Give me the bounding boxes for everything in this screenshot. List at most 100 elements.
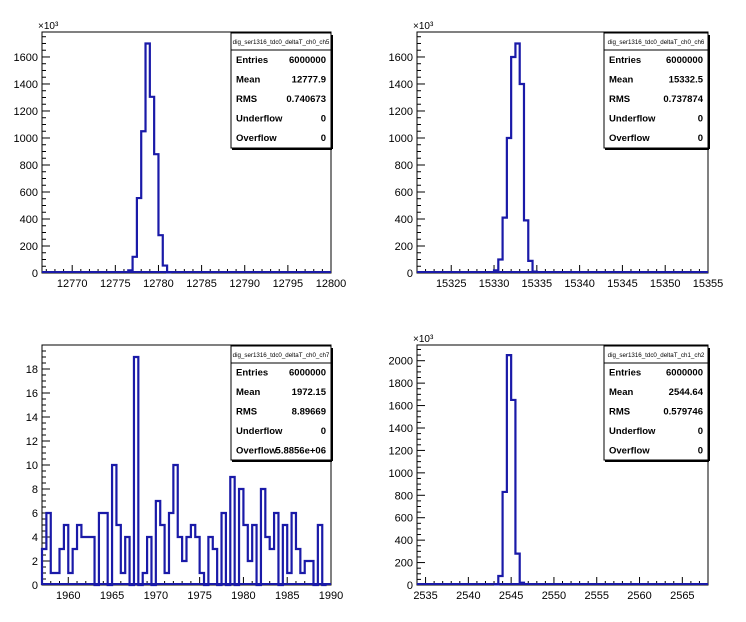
y-tick-label: 400 xyxy=(395,535,413,547)
x-tick-label: 12775 xyxy=(100,278,131,290)
y-tick-label: 0 xyxy=(407,580,413,592)
histogram-outline xyxy=(492,42,538,273)
y-tick-label: 800 xyxy=(395,160,413,172)
y-tick-label: 600 xyxy=(395,513,413,525)
stats-title: dig_ser1316_tdc0_deltaT_ch1_ch2 xyxy=(608,352,705,359)
stats-label: Underflow xyxy=(236,426,283,437)
x-tick-label: 12780 xyxy=(143,278,174,290)
y-tick-label: 200 xyxy=(395,241,413,253)
y-tick-label: 1400 xyxy=(389,79,413,91)
stats-value: 0.737874 xyxy=(663,94,703,105)
y-tick-label: 1200 xyxy=(389,106,413,118)
y-tick-label: 600 xyxy=(395,187,413,199)
stats-label: Mean xyxy=(609,74,633,85)
x-tick-label: 12790 xyxy=(229,278,260,290)
y-tick-label: 600 xyxy=(20,187,38,199)
x-tick-label: 12770 xyxy=(57,278,88,290)
y-tick-label: 18 xyxy=(26,364,38,376)
x-tick-label: 1990 xyxy=(319,590,343,602)
stats-title: dig_ser1316_tdc0_deltaT_ch0_ch7 xyxy=(233,352,330,359)
histogram-bin xyxy=(182,561,186,585)
x-tick-label: 15355 xyxy=(693,278,724,290)
y-tick-label: 1600 xyxy=(14,52,38,64)
stats-value: 2544.64 xyxy=(669,387,704,398)
histogram-pad: 0 200 400 600 800 1000 1200 1400 1600 15325 15330 1… xyxy=(389,21,724,290)
x-tick-label: 2555 xyxy=(584,590,608,602)
y-tick-label: 4 xyxy=(32,532,38,544)
stats-box xyxy=(230,32,332,149)
y-tick-label: 8 xyxy=(32,484,38,496)
y-tick-label: 6 xyxy=(32,508,38,520)
y-tick-label: 2 xyxy=(32,556,38,568)
histogram-bin xyxy=(81,537,85,585)
y-tick-label: 14 xyxy=(26,412,38,424)
stats-label: Underflow xyxy=(609,114,656,125)
y-tick-label: 1200 xyxy=(389,445,413,457)
histogram-pad: 0 200 400 600 800 1000 1200 1400 1600 1800 2000 253… xyxy=(389,334,710,602)
y-tick-label: 1000 xyxy=(389,133,413,145)
stats-value: 0.740673 xyxy=(286,94,326,105)
x-tick-label: 2550 xyxy=(542,590,566,602)
y-tick-label: 2000 xyxy=(389,356,413,368)
x-tick-label: 1960 xyxy=(56,590,80,602)
x-tick-label: 2560 xyxy=(627,590,651,602)
y-tick-label: 0 xyxy=(32,268,38,280)
x-tick-label: 2545 xyxy=(499,590,523,602)
x-tick-label: 15340 xyxy=(564,278,595,290)
x-tick-label: 1985 xyxy=(275,590,299,602)
y-tick-label: 1600 xyxy=(389,401,413,413)
x-tick-label: 1980 xyxy=(231,590,255,602)
y-tick-label: 1200 xyxy=(14,106,38,118)
y-tick-label: 1400 xyxy=(14,79,38,91)
stats-label: Overflow xyxy=(609,445,650,456)
x-tick-label: 15335 xyxy=(522,278,553,290)
stats-label: RMS xyxy=(609,407,630,418)
stats-label: Mean xyxy=(236,387,260,398)
stats-label: Overflow xyxy=(236,133,277,144)
stats-value: 6000000 xyxy=(666,368,703,379)
stats-value: 0.579746 xyxy=(663,407,703,418)
x-tick-label: 15350 xyxy=(650,278,681,290)
x-tick-label: 15325 xyxy=(436,278,467,290)
stats-label: Underflow xyxy=(609,426,656,437)
stats-label: Entries xyxy=(236,55,268,66)
y-tick-label: 0 xyxy=(407,268,413,280)
x-tick-label: 12800 xyxy=(316,278,347,290)
y-tick-label: 800 xyxy=(395,490,413,502)
stats-label: Entries xyxy=(609,368,641,379)
x-tick-label: 15345 xyxy=(607,278,638,290)
x-tick-label: 1965 xyxy=(100,590,124,602)
histogram-outline xyxy=(492,353,526,586)
histogram-outline xyxy=(40,355,327,587)
stats-label: Entries xyxy=(609,55,641,66)
histogram-pad: 0 2 4 6 8 10 12 14 16 18 1960 1965 1970 1975 1980 1985 1… xyxy=(26,344,343,602)
stats-value: 0 xyxy=(321,114,326,125)
stats-value: 0 xyxy=(698,133,703,144)
stats-label: RMS xyxy=(236,407,257,418)
histogram-pad: 0 200 400 600 800 1000 1200 1400 1600 12770 12775 1… xyxy=(14,21,347,290)
y-tick-label: 200 xyxy=(395,558,413,570)
stats-value: 15332.5 xyxy=(669,74,704,85)
y-tick-label: 1600 xyxy=(389,52,413,64)
stats-value: 0 xyxy=(321,426,326,437)
stats-label: Overflow xyxy=(609,133,650,144)
x-tick-label: 2535 xyxy=(413,590,437,602)
y-tick-label: 10 xyxy=(26,460,38,472)
x-tick-label: 12785 xyxy=(186,278,217,290)
y-tick-label: 1000 xyxy=(14,133,38,145)
stats-title: dig_ser1316_tdc0_deltaT_ch0_ch6 xyxy=(608,39,705,46)
stats-label: Overflow xyxy=(236,445,277,456)
y-tick-label: 1000 xyxy=(389,468,413,480)
stats-value: 12777.9 xyxy=(292,74,326,85)
x-tick-label: 2540 xyxy=(456,590,480,602)
y-tick-label: 400 xyxy=(20,214,38,226)
stats-box xyxy=(230,345,332,461)
y-tick-label: 1800 xyxy=(389,378,413,390)
stats-box xyxy=(603,32,709,149)
x-tick-label: 1970 xyxy=(144,590,168,602)
stats-value: 0 xyxy=(698,114,703,125)
histogram-bin xyxy=(248,561,252,585)
histogram-bin xyxy=(270,549,274,585)
stats-label: Underflow xyxy=(236,114,283,125)
